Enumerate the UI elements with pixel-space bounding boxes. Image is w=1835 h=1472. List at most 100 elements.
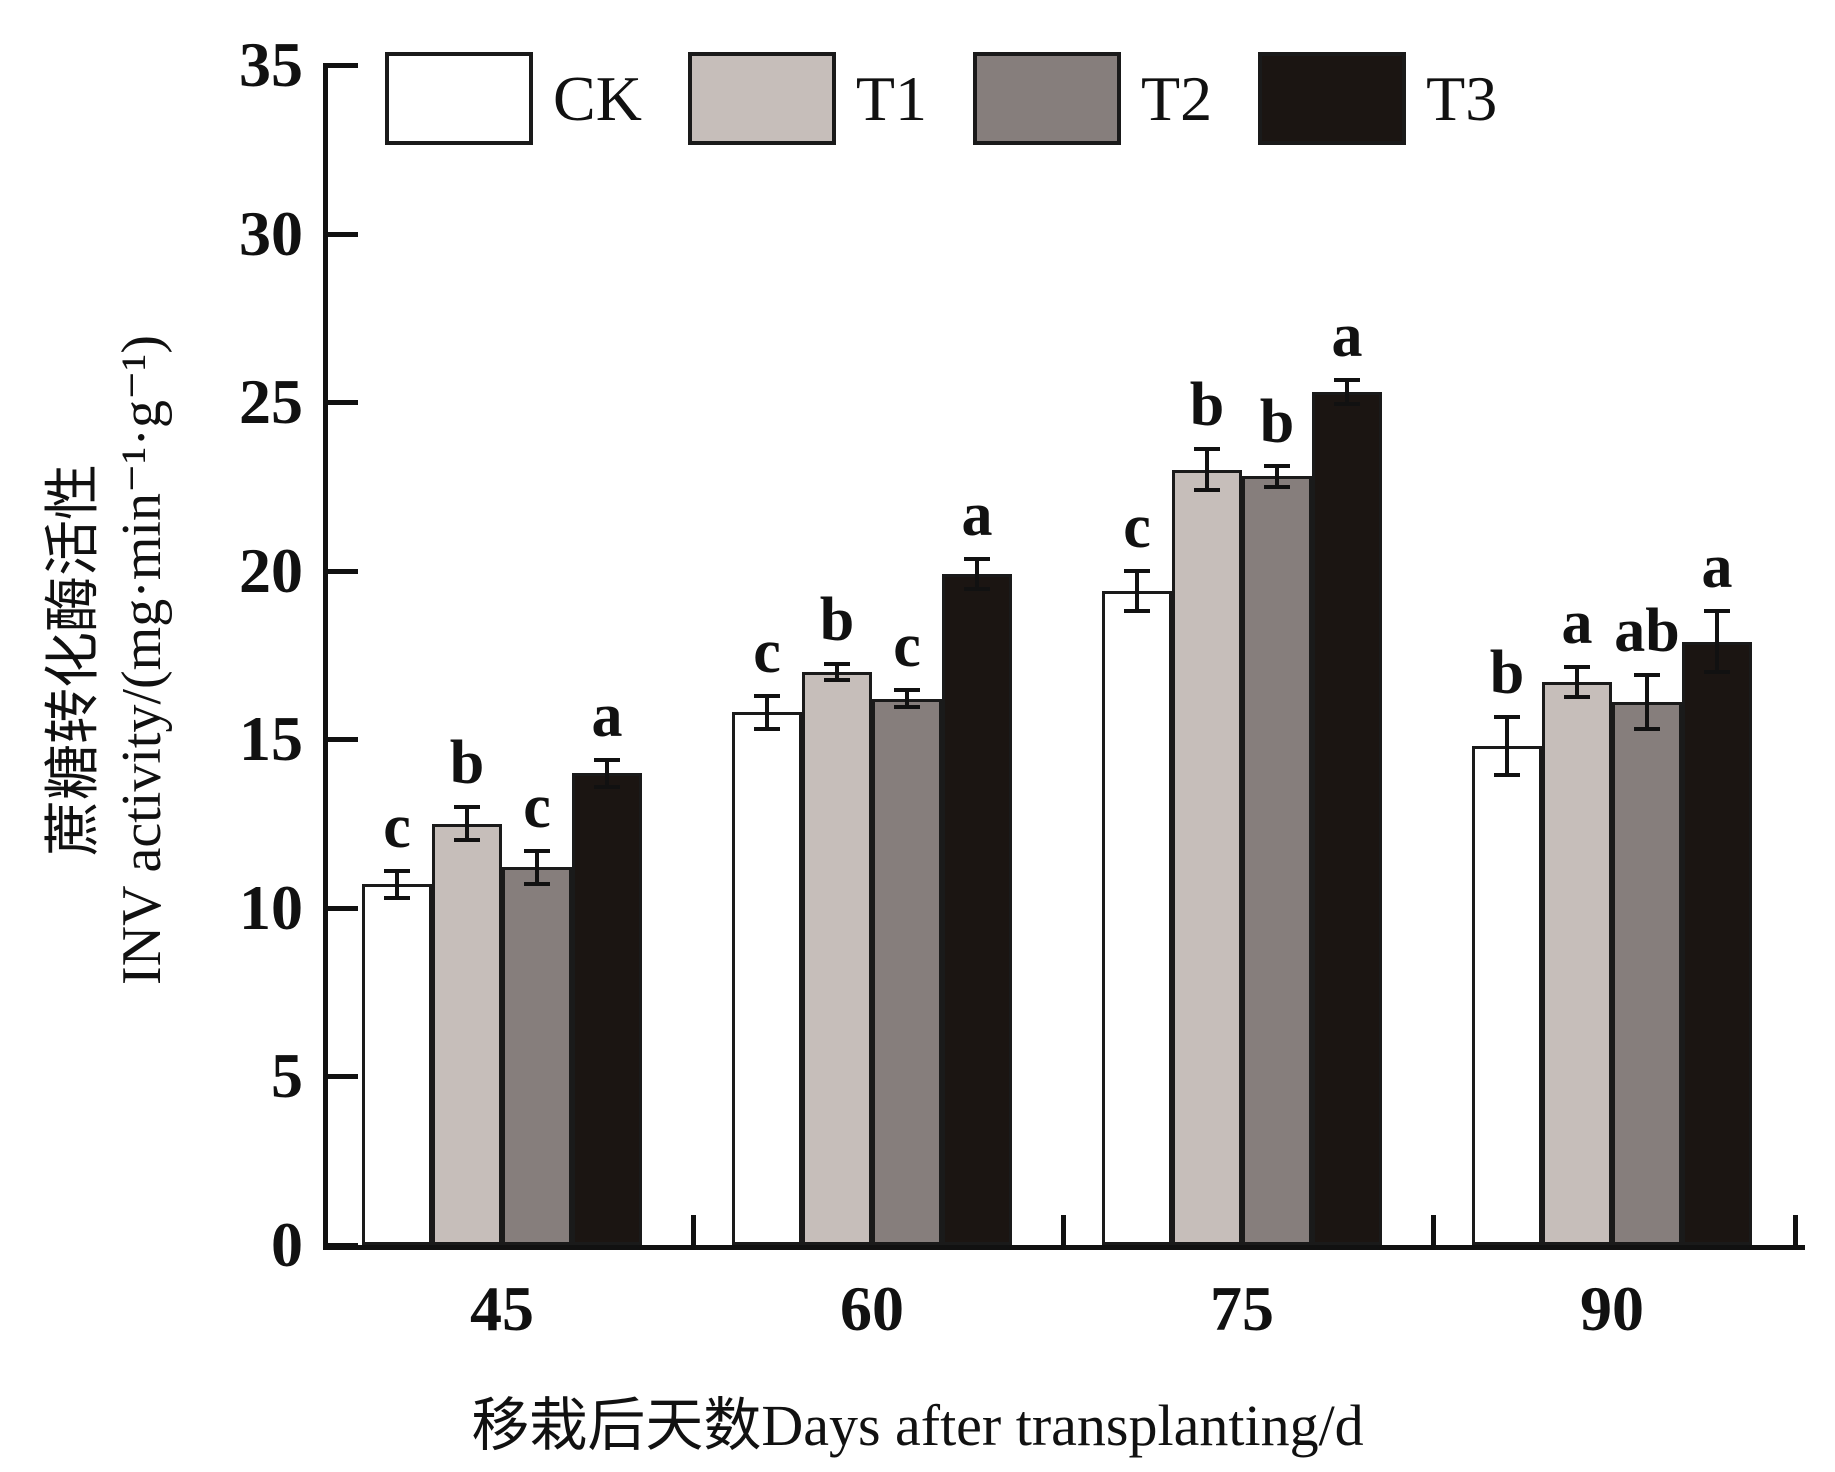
sig-letter-T3-60: a <box>961 481 993 549</box>
sig-letter-T1-90: a <box>1561 588 1593 657</box>
bar-T3-90 <box>1682 641 1752 1245</box>
x-axis-tick <box>1061 1215 1066 1245</box>
error-bar-T2-90 <box>1645 675 1649 730</box>
error-bar-cap-top <box>524 848 550 853</box>
error-bar-CK-90 <box>1505 717 1509 775</box>
bar-T1-45 <box>432 823 502 1245</box>
error-bar-cap-bottom <box>1634 727 1660 732</box>
y-axis-tick <box>328 231 358 237</box>
legend-entry-T2: T2 <box>973 52 1212 145</box>
x-axis-category-label: 75 <box>1210 1273 1274 1344</box>
bar-T1-75 <box>1172 469 1242 1245</box>
error-bar-cap-top <box>1194 447 1220 452</box>
bar-CK-75 <box>1102 591 1172 1245</box>
y-axis-tick-label: 20 <box>239 534 303 606</box>
legend-swatch-T2 <box>973 52 1121 145</box>
x-axis-category-label: 90 <box>1580 1273 1644 1344</box>
bar-CK-60 <box>732 712 802 1245</box>
error-bar-CK-75 <box>1135 570 1139 612</box>
y-axis-line <box>323 63 328 1250</box>
sig-letter-T3-90: a <box>1701 533 1733 602</box>
error-bar-cap-top <box>964 557 990 561</box>
y-axis-tick-label: 35 <box>239 29 303 101</box>
legend: CK T1 T2 T3 <box>385 52 1497 145</box>
error-bar-cap-top <box>594 757 620 762</box>
x-axis-tick <box>1431 1215 1436 1245</box>
bar-T3-60 <box>942 574 1012 1245</box>
error-bar-cap-bottom <box>1124 609 1150 614</box>
error-bar-cap-bottom <box>1334 401 1360 406</box>
sig-letter-T1-60: b <box>819 585 855 654</box>
bar-T3-75 <box>1312 392 1382 1245</box>
error-bar-cap-top <box>384 868 410 873</box>
y-axis-title-zh: 蔗糖转化酶活性 <box>43 464 105 856</box>
sig-letter-T2-45: c <box>523 772 551 841</box>
y-axis-tick-label: 25 <box>239 366 303 438</box>
sig-letter-T3-75: a <box>1331 302 1363 371</box>
error-bar-CK-60 <box>765 695 769 730</box>
legend-swatch-CK <box>385 52 533 145</box>
error-bar-T3-90 <box>1715 611 1719 672</box>
y-axis-tick <box>328 568 358 574</box>
legend-entry-T1: T1 <box>687 52 927 145</box>
x-axis-line <box>323 1245 1805 1250</box>
legend-entry-CK: CK <box>385 52 642 145</box>
x-axis-tick <box>1793 1215 1798 1245</box>
error-bar-T2-45 <box>535 850 539 885</box>
bar-CK-45 <box>362 884 432 1245</box>
y-axis-tick <box>328 63 358 69</box>
x-axis-category-label: 45 <box>470 1273 534 1344</box>
error-bar-cap-top <box>754 693 780 698</box>
y-axis-title-en: INV activity/(mg·min⁻¹·g⁻¹) <box>111 335 173 985</box>
x-axis-category-label: 60 <box>840 1273 904 1344</box>
bar-T3-45 <box>572 773 642 1245</box>
error-bar-cap-bottom <box>1704 669 1730 674</box>
y-axis-tick <box>328 737 358 743</box>
legend-entry-T3: T3 <box>1258 52 1497 145</box>
error-bar-T1-60 <box>835 663 839 681</box>
sig-letter-T2-60: c <box>893 612 921 681</box>
sig-letter-CK-90: b <box>1489 639 1525 708</box>
error-bar-T3-45 <box>605 759 609 787</box>
bar-CK-90 <box>1472 746 1542 1245</box>
error-bar-cap-bottom <box>824 678 850 683</box>
error-bar-T1-45 <box>465 806 469 841</box>
x-axis-tick <box>691 1215 696 1245</box>
bar-T1-60 <box>802 671 872 1245</box>
error-bar-cap-top <box>1634 673 1660 678</box>
y-axis-tick <box>328 1243 358 1248</box>
error-bar-cap-top <box>1564 664 1590 669</box>
sig-letter-CK-60: c <box>753 617 781 686</box>
y-axis-tick-label: 10 <box>239 871 303 943</box>
error-bar-cap-bottom <box>964 587 990 592</box>
sig-letter-T3-45: a <box>591 681 623 750</box>
error-bar-cap-bottom <box>1264 484 1290 489</box>
error-bar-cap-top <box>1124 568 1150 573</box>
bar-T1-90 <box>1542 682 1612 1245</box>
error-bar-cap-top <box>1704 609 1730 614</box>
bar-T2-75 <box>1242 476 1312 1245</box>
y-axis-tick-label: 0 <box>271 1209 303 1280</box>
legend-label-T1: T1 <box>855 63 927 134</box>
bar-T2-90 <box>1612 702 1682 1245</box>
error-bar-T1-90 <box>1575 666 1579 698</box>
error-bar-cap-bottom <box>524 882 550 887</box>
legend-swatch-T1 <box>687 52 836 145</box>
error-bar-cap-top <box>1264 464 1290 469</box>
error-bar-cap-bottom <box>1494 772 1520 777</box>
bar-T2-45 <box>502 867 572 1245</box>
error-bar-cap-bottom <box>1194 487 1220 492</box>
error-bar-cap-bottom <box>384 895 410 900</box>
error-bar-T3-60 <box>975 559 979 590</box>
error-bar-T3-75 <box>1345 380 1349 404</box>
sig-letter-T1-75: b <box>1189 371 1225 440</box>
error-bar-cap-top <box>1334 378 1360 383</box>
error-bar-cap-top <box>1494 715 1520 720</box>
sig-letter-T1-45: b <box>449 728 485 797</box>
error-bar-cap-bottom <box>594 784 620 789</box>
error-bar-cap-top <box>894 688 920 693</box>
y-axis-tick-label: 15 <box>239 703 303 775</box>
error-bar-CK-45 <box>395 870 399 898</box>
